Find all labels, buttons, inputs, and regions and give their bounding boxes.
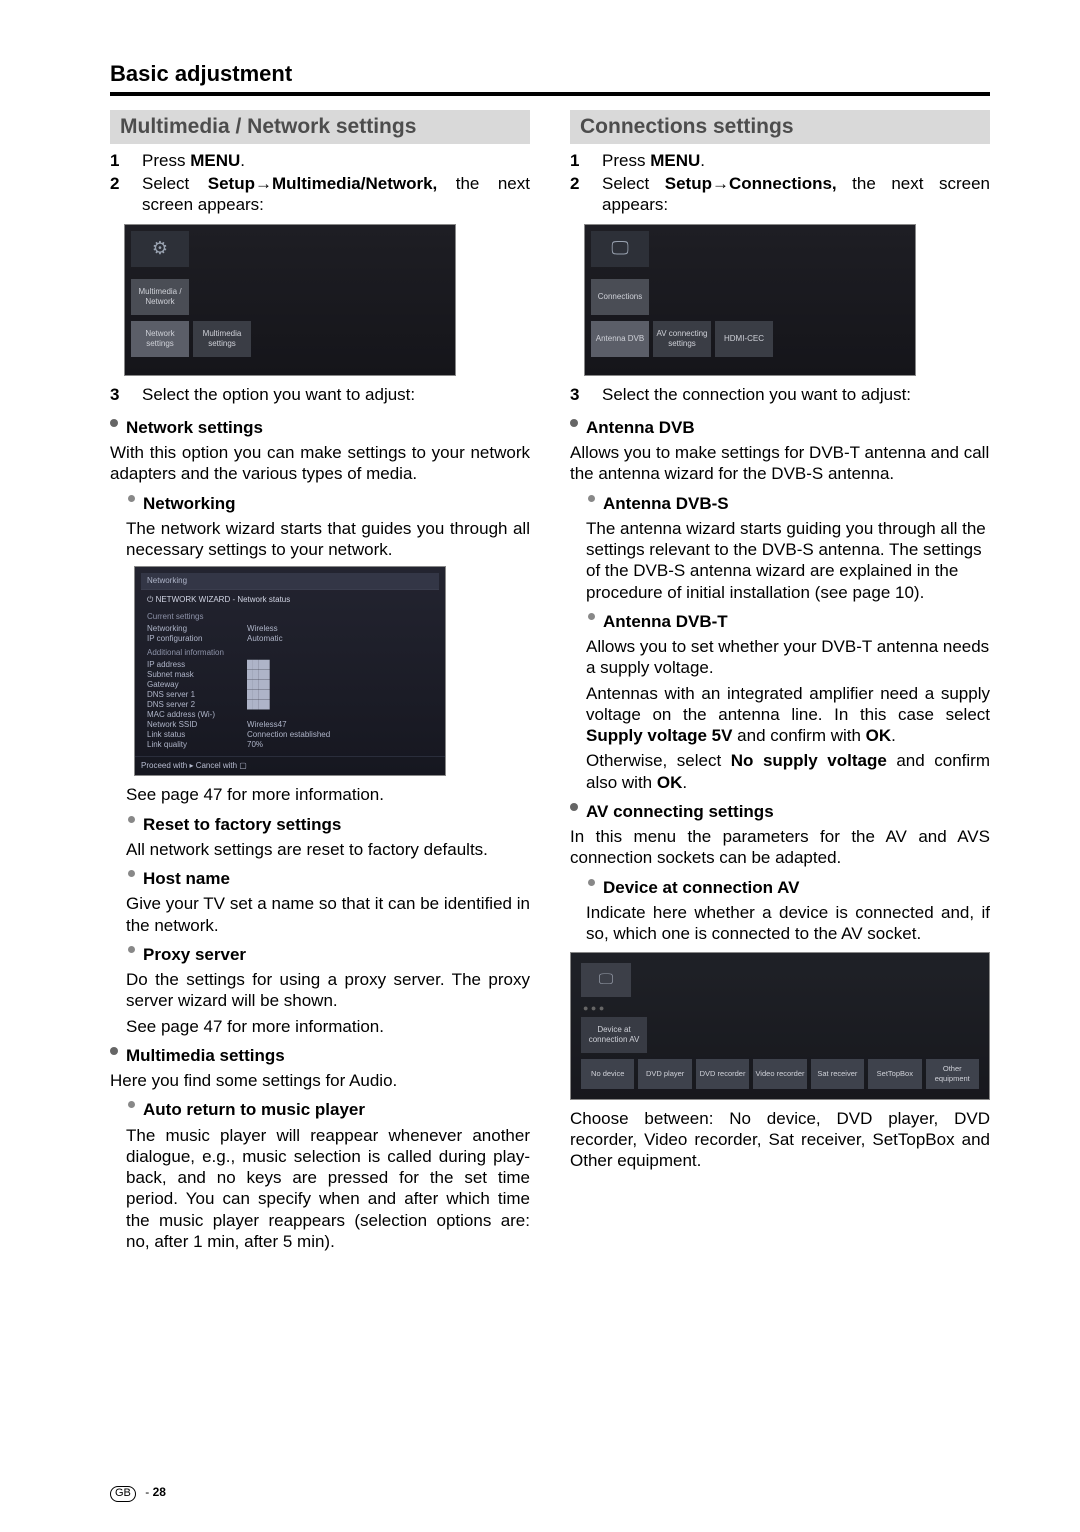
text: The antenna wizard starts guiding you th… xyxy=(586,518,990,603)
ss-tab: Networking xyxy=(141,573,439,589)
ss-title: ⏻ NETWORK WIZARD - Network status xyxy=(141,589,439,610)
step-text: Select the option you want to adjust: xyxy=(142,384,530,405)
heading-proxy: Proxy server xyxy=(143,944,246,965)
heading-host-name: Host name xyxy=(143,868,230,889)
step-text: Select Setup→Multimedia/Network, the nex… xyxy=(142,173,530,216)
tab-multimedia-settings: Multimedia settings xyxy=(193,321,251,357)
tab-hdmi-cec: HDMI-CEC xyxy=(715,321,773,357)
breadcrumb-dots: ● ● ● xyxy=(583,1003,977,1014)
opt-sat-receiver: Sat receiver xyxy=(811,1059,864,1089)
heading-device-av: Device at connection AV xyxy=(603,877,800,898)
text: In this menu the parameters for the AV a… xyxy=(570,826,990,869)
heading-network-settings: Network settings xyxy=(126,417,263,438)
step-number: 2 xyxy=(570,173,592,216)
screenshot-network-wizard: Networking ⏻ NETWORK WIZARD - Network st… xyxy=(134,566,446,776)
text: Allows you to make settings for DVB-T an… xyxy=(570,442,990,485)
step-number: 2 xyxy=(110,173,132,216)
text: Antennas with an integrated amplifier ne… xyxy=(586,683,990,747)
text: Choose between: No device, DVD player, D… xyxy=(570,1108,990,1172)
page-footer: GB - 28 xyxy=(110,1485,166,1502)
region-badge: GB xyxy=(110,1486,136,1502)
text: Otherwise, select No supply voltage and … xyxy=(586,750,990,793)
text: Give your TV set a name so that it can b… xyxy=(126,893,530,936)
ss-footer: Proceed with ▸ Cancel with ▢ xyxy=(135,756,445,775)
step-number: 3 xyxy=(570,384,592,405)
step-number: 1 xyxy=(110,150,132,171)
opt-video-recorder: Video recorder xyxy=(753,1059,806,1089)
step-text: Press MENU. xyxy=(142,150,530,171)
step-number: 3 xyxy=(110,384,132,405)
text: Do the settings for using a proxy server… xyxy=(126,969,530,1012)
text: All network settings are reset to factor… xyxy=(126,839,530,860)
text: Here you find some settings for Audio. xyxy=(110,1070,530,1091)
monitor-icon: 🖵 xyxy=(591,231,649,267)
ss-label: Device at connection AV xyxy=(581,1017,647,1053)
heading-multimedia-settings: Multimedia settings xyxy=(126,1045,285,1066)
heading-antenna-dvb: Antenna DVB xyxy=(586,417,695,438)
text: Indicate here whether a device is connec… xyxy=(586,902,990,945)
right-column: Connections settings 1 Press MENU. 2 Sel… xyxy=(570,110,990,1257)
opt-dvd-recorder: DVD recorder xyxy=(696,1059,749,1089)
text: Allows you to set whether your DVB-T ant… xyxy=(586,636,990,679)
tab-antenna-dvb: Antenna DVB xyxy=(591,321,649,357)
heading-auto-return: Auto return to music player xyxy=(143,1099,365,1120)
step-text: Select the connection you want to adjust… xyxy=(602,384,990,405)
left-column: Multimedia / Network settings 1 Press ME… xyxy=(110,110,530,1257)
tab-connections: Connections xyxy=(591,279,649,315)
text: See page 47 for more information. xyxy=(126,1016,530,1037)
heading-antenna-dvb-t: Antenna DVB-T xyxy=(603,611,728,632)
heading-reset: Reset to factory settings xyxy=(143,814,341,835)
gear-icon: ⚙ xyxy=(131,231,189,267)
text: See page 47 for more information. xyxy=(126,784,530,805)
step-number: 1 xyxy=(570,150,592,171)
opt-settopbox: SetTopBox xyxy=(868,1059,921,1089)
tab-multimedia-network: Multimedia / Network xyxy=(131,279,189,315)
text: The network wizard starts that guides yo… xyxy=(126,518,530,561)
text: The music player will reappear whenever … xyxy=(126,1125,530,1253)
screenshot-connections-menu: 🖵 Connections Antenna DVB AV connecting … xyxy=(584,224,916,376)
heading-networking: Networking xyxy=(143,493,236,514)
section-title-left: Multimedia / Network settings xyxy=(110,110,530,144)
step-text: Select Setup→Connections, the next scree… xyxy=(602,173,990,216)
heading-av-connecting: AV connecting settings xyxy=(586,801,774,822)
opt-other-equipment: Other equipment xyxy=(926,1059,979,1089)
heading-antenna-dvb-s: Antenna DVB-S xyxy=(603,493,729,514)
tab-network-settings: Network settings xyxy=(131,321,189,357)
text: With this option you can make settings t… xyxy=(110,442,530,485)
screenshot-device-av: 🖵 ● ● ● Device at connection AV No devic… xyxy=(570,952,990,1099)
opt-dvd-player: DVD player xyxy=(638,1059,691,1089)
tab-av-connecting: AV connecting settings xyxy=(653,321,711,357)
section-title-right: Connections settings xyxy=(570,110,990,144)
step-text: Press MENU. xyxy=(602,150,990,171)
screenshot-multimedia-menu: ⚙ Multimedia / Network Network settings … xyxy=(124,224,456,376)
monitor-icon: 🖵 xyxy=(581,963,631,997)
page-heading: Basic adjustment xyxy=(110,60,990,96)
opt-no-device: No device xyxy=(581,1059,634,1089)
